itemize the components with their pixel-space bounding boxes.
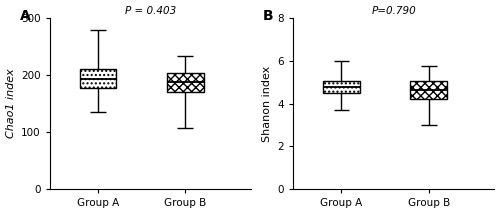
Text: A: A: [20, 9, 30, 23]
Bar: [167, 73, 203, 92]
Text: B: B: [263, 9, 274, 23]
Title: P = 0.403: P = 0.403: [124, 6, 176, 16]
Bar: [410, 81, 447, 99]
Y-axis label: Chao1 index: Chao1 index: [6, 69, 16, 138]
Bar: [323, 81, 360, 93]
Y-axis label: Shanon index: Shanon index: [262, 65, 272, 142]
Bar: [80, 69, 116, 88]
Title: P=0.790: P=0.790: [372, 6, 416, 16]
